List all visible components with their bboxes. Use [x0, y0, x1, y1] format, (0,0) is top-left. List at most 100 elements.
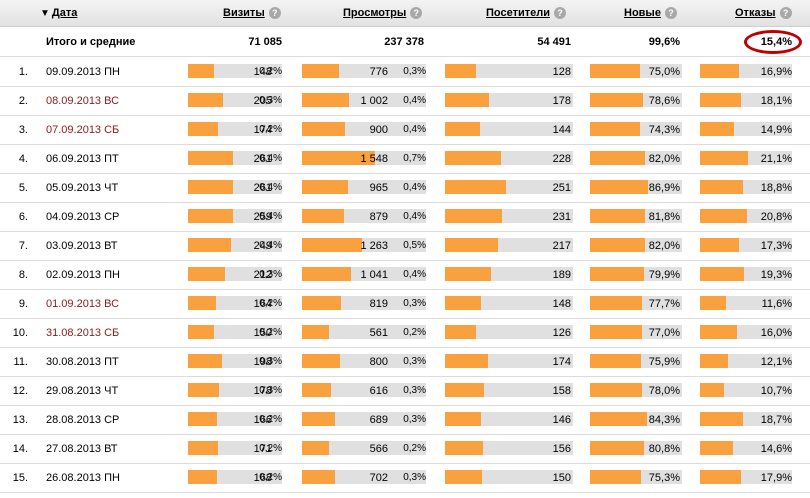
- bounce-value: 18,8%: [760, 182, 792, 194]
- date-column-header[interactable]: ▼ Дата: [40, 4, 77, 22]
- row-date: 01.09.2013 ВС: [46, 298, 120, 310]
- visits-share: 0,3%: [259, 269, 282, 280]
- row-number: 1.: [18, 66, 28, 78]
- visitors-bar-track: [445, 151, 573, 165]
- new-bar-track: [590, 296, 682, 310]
- table-row: 9. 01.09.2013 ВС 164 0,2% 819 0,3% 148 77,7% 11,…: [0, 289, 810, 319]
- visitors-value: 251: [552, 182, 571, 194]
- visits-column-header[interactable]: Визиты ?: [223, 4, 281, 22]
- row-date: 06.09.2013 ПТ: [46, 153, 119, 165]
- views-value: 879: [369, 211, 388, 223]
- totals-label: Итого и средние: [46, 36, 136, 48]
- bounce-value: 18,7%: [760, 414, 792, 426]
- sort-down-icon[interactable]: ▼: [40, 7, 50, 19]
- views-value: 965: [369, 182, 388, 194]
- bounce-value: 17,9%: [760, 472, 792, 484]
- visitors-value: 148: [552, 298, 571, 310]
- row-number: 10.: [12, 327, 28, 339]
- date-header-label[interactable]: Дата: [51, 7, 78, 19]
- bounce-bar-track: [700, 93, 792, 107]
- help-icon[interactable]: ?: [664, 7, 677, 19]
- row-number: 13.: [12, 414, 28, 426]
- bounce-bar-track: [700, 209, 792, 223]
- visits-bar-track: [188, 267, 282, 281]
- visits-share: 0,2%: [259, 472, 282, 483]
- bounce-value: 14,6%: [760, 443, 792, 455]
- visitors-value: 144: [552, 124, 571, 136]
- row-number: 2.: [18, 95, 28, 107]
- visitors-bar-track: [445, 180, 573, 194]
- totals-row: Итого и средние 71 085 237 378 54 491 99…: [0, 27, 810, 57]
- visits-share: 0,3%: [259, 356, 282, 367]
- views-bar-track: [302, 325, 426, 339]
- views-value: 1 263: [360, 240, 388, 252]
- new-column-header[interactable]: Новые ?: [624, 4, 677, 22]
- visitors-bar-fill: [445, 151, 501, 165]
- visitors-bar-track: [445, 64, 573, 78]
- views-bar-track: [302, 180, 426, 194]
- views-column-header[interactable]: Просмотры ?: [343, 4, 423, 22]
- bounce-bar-fill: [700, 238, 739, 252]
- visits-value: 259: [253, 211, 272, 223]
- views-bar-track: [302, 470, 426, 484]
- visits-value: 249: [253, 240, 272, 252]
- views-share: 0,4%: [403, 211, 426, 222]
- new-header-label[interactable]: Новые: [624, 7, 661, 19]
- visitors-column-header[interactable]: Посетители ?: [486, 4, 566, 22]
- views-bar-track: [302, 151, 426, 165]
- bounce-bar-track: [700, 354, 792, 368]
- views-bar-fill: [302, 296, 341, 310]
- new-bar-track: [590, 412, 682, 426]
- views-bar-fill: [302, 470, 335, 484]
- visits-value: 261: [253, 153, 272, 165]
- table-row: 4. 06.09.2013 ПТ 261 0,4% 1 548 0,7% 228 82,0% 2…: [0, 144, 810, 174]
- new-bar-fill: [590, 238, 645, 252]
- new-bar-track: [590, 354, 682, 368]
- new-value: 74,3%: [648, 124, 680, 136]
- new-bar-fill: [590, 441, 644, 455]
- visits-share: 0,4%: [259, 153, 282, 164]
- visitors-header-label[interactable]: Посетители: [486, 7, 550, 19]
- visits-bar-fill: [188, 267, 225, 281]
- bounce-bar-track: [700, 122, 792, 136]
- bounce-bar-fill: [700, 470, 741, 484]
- help-icon[interactable]: ?: [779, 7, 792, 19]
- bounce-bar-track: [700, 441, 792, 455]
- visitors-value: 158: [552, 385, 571, 397]
- row-number: 5.: [18, 182, 28, 194]
- bounce-bar-track: [700, 383, 792, 397]
- views-share: 0,7%: [403, 153, 426, 164]
- visits-header-label[interactable]: Визиты: [223, 7, 265, 19]
- new-bar-track: [590, 122, 682, 136]
- new-value: 80,8%: [648, 443, 680, 455]
- visitors-value: 174: [552, 356, 571, 368]
- help-icon[interactable]: ?: [553, 7, 566, 19]
- views-bar-track: [302, 238, 426, 252]
- bounce-highlight-circle: [744, 30, 802, 54]
- table-row: 13. 28.08.2013 СР 166 0,2% 689 0,3% 146 84,3% 18…: [0, 405, 810, 435]
- visits-share: 0,2%: [259, 414, 282, 425]
- visits-bar-fill: [188, 325, 214, 339]
- bounce-header-label[interactable]: Отказы: [735, 7, 776, 19]
- new-value: 78,6%: [648, 95, 680, 107]
- row-date: 08.09.2013 ВС: [46, 95, 120, 107]
- views-value: 776: [369, 66, 388, 78]
- views-share: 0,3%: [403, 66, 426, 77]
- visitors-bar-fill: [445, 325, 476, 339]
- visits-bar-fill: [188, 180, 233, 194]
- help-icon[interactable]: ?: [410, 7, 423, 19]
- bounce-bar-track: [700, 151, 792, 165]
- visits-value: 164: [253, 298, 272, 310]
- bounce-column-header[interactable]: Отказы ?: [735, 4, 792, 22]
- bounce-value: 16,9%: [760, 66, 792, 78]
- new-value: 75,0%: [648, 66, 680, 78]
- help-icon[interactable]: ?: [268, 7, 281, 19]
- views-bar-fill: [302, 151, 375, 165]
- visits-bar-fill: [188, 64, 214, 78]
- table-row: 8. 02.09.2013 ПН 212 0,3% 1 041 0,4% 189 79,9% 1…: [0, 260, 810, 290]
- visitors-bar-fill: [445, 238, 498, 252]
- views-header-label[interactable]: Просмотры: [343, 7, 407, 19]
- visits-bar-fill: [188, 412, 217, 426]
- new-bar-fill: [590, 209, 645, 223]
